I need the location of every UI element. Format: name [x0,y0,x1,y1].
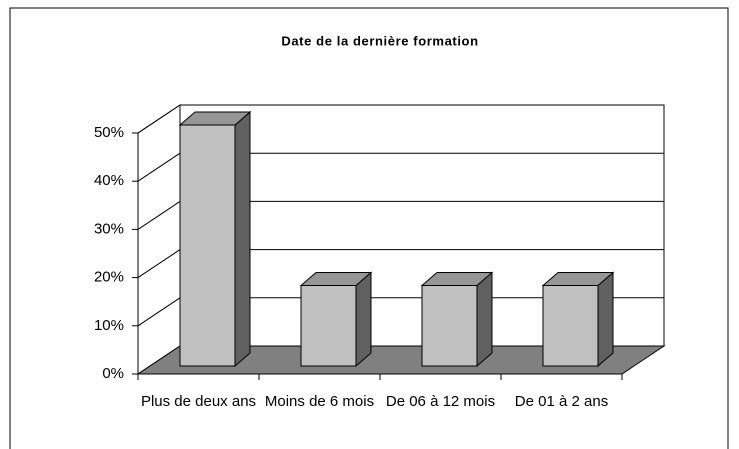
x-tick-label: Plus de deux ans [140,393,257,410]
x-tick-label: Moins de 6 mois [264,393,375,410]
bar-front [421,285,478,367]
y-tick-label: 20% [94,269,124,286]
bar [178,110,252,368]
grid-line [137,249,181,279]
chart-title: Date de la dernière formation [281,33,478,48]
grid-line [137,200,181,230]
bar-front [542,285,599,367]
y-tick-label: 50% [94,124,124,141]
grid-line [137,104,181,134]
bar [420,271,494,368]
y-tick-label: 0% [102,365,124,382]
y-tick-label: 40% [94,172,124,189]
bar-side [355,271,372,368]
bar [299,271,373,368]
grid-line [137,152,181,182]
y-tick-label: 10% [94,317,124,334]
bar-front [300,285,357,367]
bar-side [234,110,251,368]
bar [541,271,615,368]
bar-side [476,271,493,368]
grid-line [137,297,181,327]
bar-side [597,271,614,368]
frame [9,7,729,449]
x-tick-label: De 06 à 12 mois [385,393,496,410]
bar-front [179,124,236,367]
y-tick-label: 30% [94,220,124,237]
x-tick-label: De 01 à 2 ans [514,393,609,410]
side-wall [137,104,181,375]
